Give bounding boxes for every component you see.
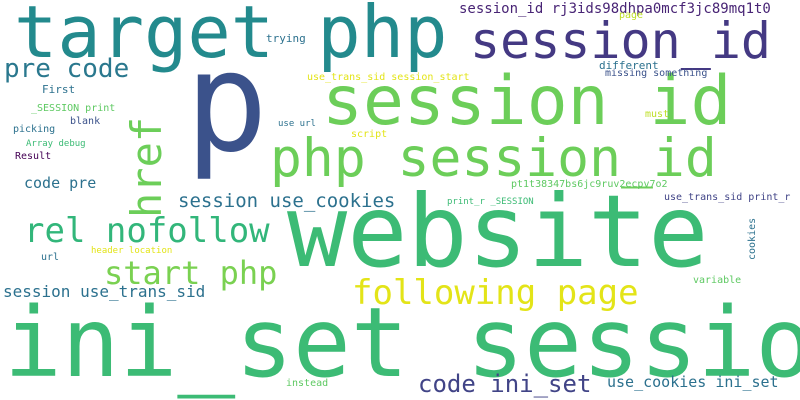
word-p: p (185, 22, 269, 183)
word-code-ini-set: code ini_set (418, 370, 592, 398)
word-picking: picking (13, 124, 56, 135)
word-session-use-cookies: session use_cookies (178, 190, 396, 212)
word-code-pre: code pre (24, 174, 97, 192)
word-script: script (351, 129, 388, 140)
word-rel-nofollow: rel nofollow (24, 211, 270, 251)
word-ini-set-session: ini_set session (4, 287, 800, 399)
word-first: First (42, 83, 76, 96)
word-following-page: following page (352, 273, 639, 313)
word-session-id: session id (322, 62, 732, 141)
word-session-id-2: session_id (470, 12, 772, 70)
word-use-trans-sid-print-r: use_trans_sid print_r (664, 192, 791, 203)
word-trying: trying (266, 32, 306, 45)
word-cookies: cookies (747, 217, 758, 260)
word-variable: variable (693, 275, 742, 286)
word-blank: blank (70, 116, 101, 127)
word-print-r-session: print_r _SESSION (447, 197, 534, 207)
word-instead: instead (286, 378, 329, 389)
word-result: Result (15, 151, 52, 162)
word-must: must (645, 109, 670, 120)
word-php-session-id: php session_id (270, 128, 717, 189)
word-pt1t-hash: pt1t38347bs6jc9ruv2ecpv7o2 (511, 179, 668, 190)
word-session-id-hash: session_id rj3ids98dhpa0mcf3jc89mq1t0 (459, 1, 771, 17)
word-missing-something: missing something (605, 68, 708, 79)
word-array-debug: Array debug (26, 139, 86, 149)
word-use-trans-sid-session-start: use_trans_sid session_start (307, 72, 470, 83)
word-use-cookies-ini-set: use_cookies ini_set (607, 373, 779, 391)
word-href: href (122, 116, 171, 218)
word-target-php: target php (14, 0, 448, 74)
word-different: different (599, 59, 659, 72)
word-page: page (619, 10, 644, 21)
word-session-use-trans-sid: session use_trans_sid (3, 282, 206, 301)
word-start-php: start php (104, 254, 278, 292)
word-website: website (287, 173, 709, 290)
word-url: url (41, 252, 60, 263)
word-header-location: header location (91, 246, 173, 256)
word-pre-code: pre code (4, 54, 130, 84)
word-session-print: _SESSION print (31, 103, 116, 114)
word-use-url: use url (278, 119, 316, 129)
